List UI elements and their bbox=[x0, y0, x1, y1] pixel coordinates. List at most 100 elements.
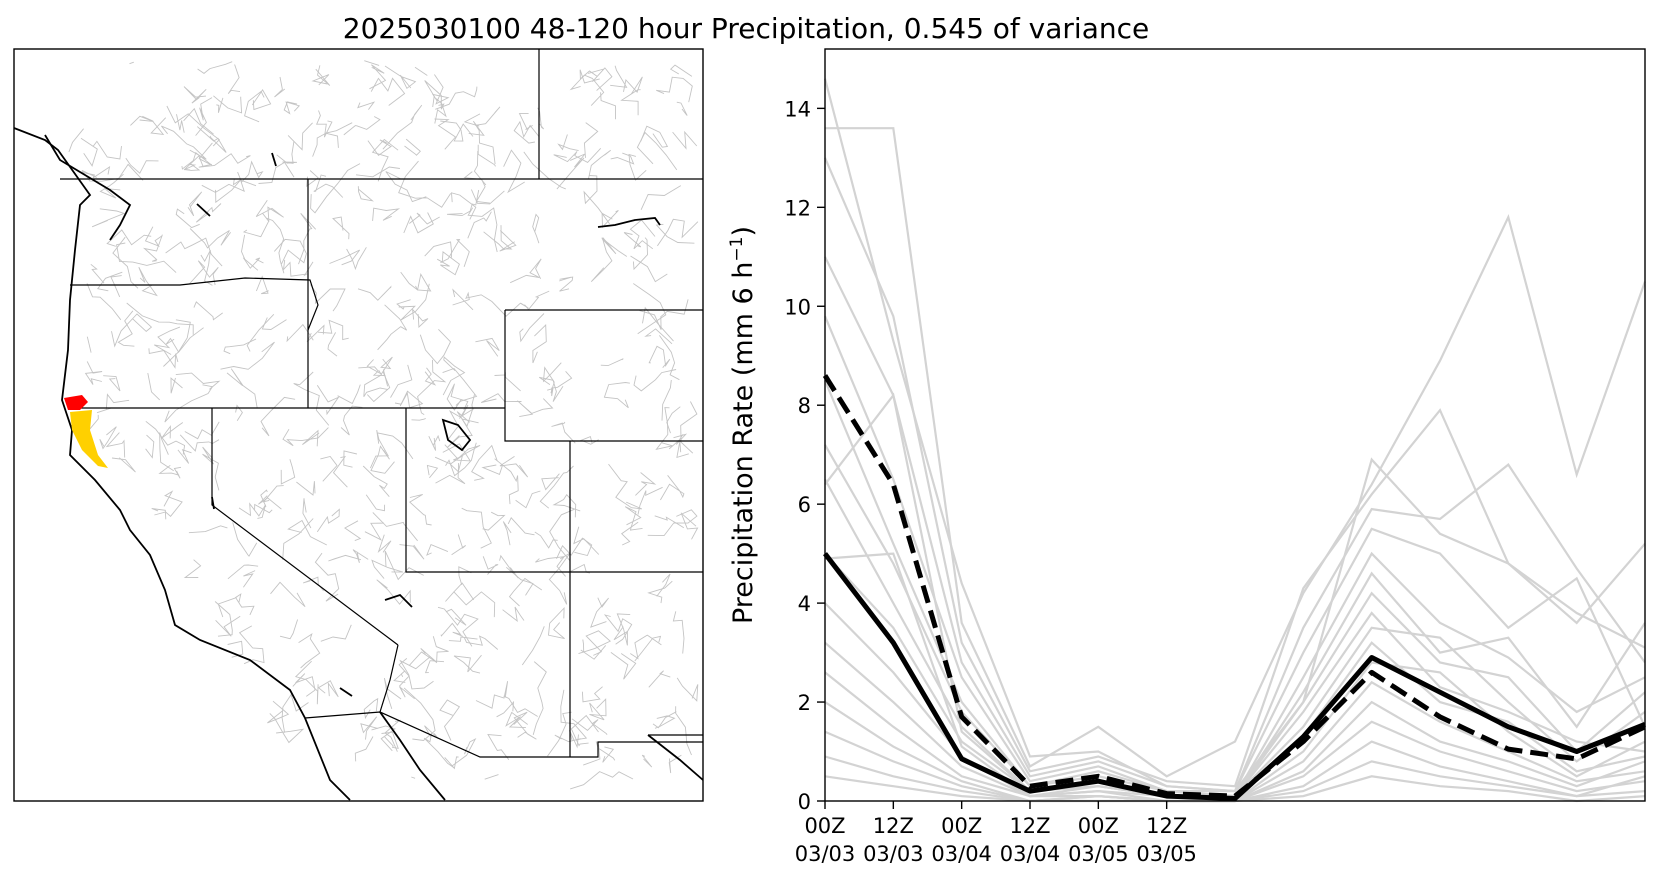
watershed-line bbox=[668, 754, 682, 774]
watershed-line bbox=[647, 580, 673, 604]
watershed-line bbox=[517, 398, 554, 418]
watershed-line bbox=[629, 219, 656, 250]
watershed-line bbox=[310, 284, 346, 312]
watershed-line bbox=[603, 614, 633, 645]
watershed-line bbox=[310, 163, 361, 214]
watershed-line bbox=[620, 521, 639, 546]
watershed-line bbox=[467, 211, 492, 239]
watershed-line bbox=[473, 150, 487, 186]
watershed-line bbox=[232, 522, 258, 557]
watershed-line bbox=[314, 552, 340, 602]
watershed-line bbox=[145, 420, 186, 455]
watershed-line bbox=[426, 544, 449, 556]
watershed-line bbox=[362, 465, 390, 497]
watershed-line bbox=[80, 137, 98, 167]
watershed-line bbox=[86, 283, 122, 321]
watershed-line bbox=[293, 371, 330, 426]
watershed-line bbox=[620, 89, 641, 116]
gulf-coast bbox=[647, 734, 704, 781]
watershed-line bbox=[195, 97, 213, 136]
watershed-line bbox=[580, 639, 607, 660]
watershed-line bbox=[547, 711, 572, 757]
watershed-line bbox=[541, 473, 560, 491]
watershed-line bbox=[246, 313, 275, 352]
watershed-line bbox=[549, 508, 575, 561]
watershed-line bbox=[184, 163, 201, 171]
utah-border bbox=[405, 408, 570, 573]
watershed-line bbox=[91, 208, 126, 228]
watershed-line bbox=[496, 700, 515, 718]
watershed-line bbox=[92, 140, 122, 160]
watershed-line bbox=[112, 236, 139, 289]
watershed-line bbox=[357, 285, 392, 301]
watershed-line bbox=[367, 139, 393, 157]
watershed-line bbox=[428, 434, 441, 451]
watershed-line bbox=[623, 232, 642, 248]
x-tick-label-time-3: 12Z bbox=[1009, 814, 1050, 838]
watershed-line bbox=[439, 699, 461, 741]
watershed-line bbox=[654, 515, 685, 529]
highlight-secondary bbox=[70, 410, 108, 468]
watershed-line bbox=[238, 502, 266, 519]
watershed-line bbox=[343, 450, 358, 468]
watershed-line bbox=[316, 385, 340, 416]
watershed-line bbox=[521, 626, 545, 666]
watershed-line bbox=[548, 606, 565, 640]
watershed-line bbox=[680, 512, 699, 540]
watershed-line bbox=[648, 670, 671, 688]
watershed-line bbox=[644, 328, 673, 345]
x-tick-label-time-2: 00Z bbox=[941, 814, 982, 838]
watershed-line bbox=[648, 345, 671, 368]
y-tick-label-10: 10 bbox=[784, 295, 811, 319]
watershed-line bbox=[126, 302, 194, 335]
watershed-line bbox=[453, 591, 496, 618]
watershed-line bbox=[532, 213, 540, 244]
watershed-line bbox=[215, 615, 241, 637]
watershed-line bbox=[161, 422, 184, 439]
watershed-line bbox=[298, 212, 317, 265]
watershed-line bbox=[68, 128, 84, 153]
watershed-line bbox=[111, 313, 153, 348]
watershed-line bbox=[446, 189, 480, 217]
watershed-line bbox=[130, 115, 154, 126]
member-line-5 bbox=[823, 315, 1646, 793]
watershed-line bbox=[340, 405, 363, 436]
watershed-line bbox=[352, 549, 369, 564]
watershed-line bbox=[269, 713, 305, 744]
watershed-line bbox=[103, 375, 121, 392]
watershed-line bbox=[96, 393, 130, 414]
main-series bbox=[822, 374, 1647, 801]
watershed-line bbox=[217, 596, 238, 618]
watershed-line bbox=[110, 275, 122, 298]
watershed-line bbox=[270, 581, 306, 608]
watershed-line bbox=[409, 493, 432, 526]
ensemble-members bbox=[823, 78, 1647, 803]
watershed-line bbox=[481, 464, 503, 476]
watershed-line bbox=[534, 531, 558, 549]
watershed-line bbox=[317, 680, 339, 698]
watershed-line bbox=[106, 229, 152, 247]
watershed-line bbox=[260, 396, 296, 437]
watershed-line bbox=[354, 736, 374, 762]
watershed-line bbox=[426, 464, 439, 479]
watershed-line bbox=[628, 153, 647, 181]
watershed-line bbox=[255, 200, 284, 222]
watershed-line bbox=[372, 207, 401, 221]
watershed-line bbox=[294, 660, 319, 705]
watershed-line bbox=[183, 155, 204, 171]
watershed-line bbox=[117, 310, 135, 347]
y-axis-label: Precipitation Rate (mm 6 h−1) bbox=[727, 226, 759, 624]
watershed-line bbox=[569, 74, 605, 106]
watershed-line bbox=[363, 370, 389, 398]
watershed-line bbox=[624, 506, 643, 531]
watershed-line bbox=[446, 383, 469, 411]
watershed-line bbox=[434, 98, 447, 124]
watershed-line bbox=[86, 336, 92, 353]
watershed-line bbox=[188, 525, 228, 534]
watershed-line bbox=[173, 466, 182, 479]
watershed-line bbox=[647, 509, 698, 537]
watershed-line bbox=[281, 693, 309, 733]
watershed-line bbox=[581, 686, 603, 703]
watershed-line bbox=[532, 323, 547, 364]
